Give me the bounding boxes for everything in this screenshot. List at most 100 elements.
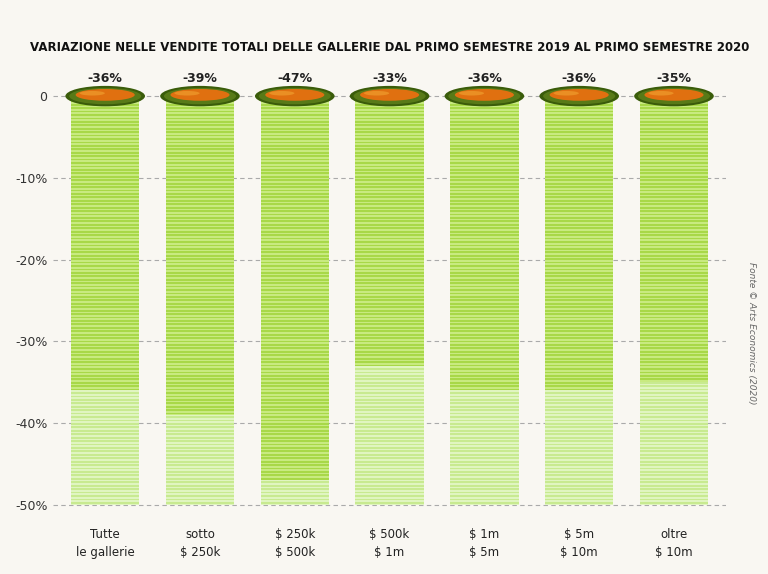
Bar (166, 364, 234, 366)
Bar (71, 186, 139, 188)
Bar (450, 125, 518, 126)
Bar (260, 492, 329, 494)
Bar (640, 324, 708, 325)
Bar (545, 444, 614, 445)
Bar (545, 395, 614, 397)
Bar (450, 437, 518, 439)
Bar (166, 189, 234, 191)
Bar (260, 478, 329, 480)
Bar (71, 390, 139, 505)
Bar (640, 437, 708, 439)
Bar (71, 282, 139, 284)
Bar (166, 354, 234, 356)
Bar (260, 248, 329, 250)
Bar (166, 138, 234, 140)
Bar (640, 492, 708, 494)
Bar (450, 114, 518, 116)
Bar (260, 107, 329, 109)
Bar (640, 313, 708, 315)
Bar (166, 158, 234, 161)
Ellipse shape (270, 91, 294, 95)
Bar (640, 502, 708, 504)
Bar (640, 385, 708, 387)
Bar (260, 231, 329, 232)
Bar (640, 189, 708, 191)
Bar (260, 200, 329, 201)
Bar (450, 220, 518, 222)
Bar (71, 203, 139, 205)
Bar (71, 172, 139, 174)
Bar (166, 279, 234, 281)
Bar (166, 402, 234, 404)
Bar (450, 440, 518, 442)
Bar (260, 210, 329, 212)
Bar (71, 248, 139, 250)
Bar (640, 344, 708, 346)
Bar (545, 169, 614, 171)
Bar (640, 440, 708, 442)
Bar (450, 296, 518, 298)
Bar (640, 251, 708, 253)
Bar (640, 186, 708, 188)
Bar (71, 375, 139, 377)
Bar (640, 172, 708, 174)
Bar (545, 286, 614, 288)
Bar (356, 207, 424, 208)
Bar (356, 371, 424, 373)
Bar (166, 265, 234, 267)
Bar (260, 142, 329, 144)
Bar (450, 478, 518, 480)
Bar (640, 220, 708, 222)
Bar (166, 392, 234, 394)
Bar (450, 172, 518, 174)
Bar (450, 390, 518, 505)
Bar (71, 135, 139, 137)
Bar (356, 300, 424, 301)
Bar (640, 234, 708, 236)
Bar (545, 368, 614, 370)
Bar (545, 158, 614, 161)
Bar (450, 416, 518, 418)
Bar (640, 371, 708, 373)
Bar (260, 451, 329, 452)
Bar (71, 104, 139, 106)
Bar (166, 416, 234, 418)
Bar (545, 482, 614, 483)
Bar (640, 262, 708, 263)
Bar (71, 131, 139, 133)
Bar (356, 279, 424, 281)
Bar (450, 121, 518, 123)
Bar (356, 399, 424, 401)
Bar (356, 255, 424, 257)
Bar (260, 354, 329, 356)
Bar (166, 104, 234, 106)
Bar (356, 440, 424, 442)
Bar (450, 97, 518, 99)
Bar (260, 97, 329, 99)
Bar (166, 468, 234, 470)
Bar (640, 149, 708, 150)
Bar (260, 440, 329, 442)
Bar (71, 227, 139, 229)
Bar (71, 258, 139, 260)
Bar (260, 217, 329, 219)
Bar (71, 262, 139, 263)
Bar (260, 149, 329, 150)
Ellipse shape (353, 88, 425, 104)
Bar (640, 337, 708, 339)
Bar (166, 333, 234, 336)
Bar (260, 454, 329, 456)
Bar (545, 207, 614, 208)
Bar (545, 186, 614, 188)
Bar (356, 382, 424, 383)
Bar (166, 100, 234, 102)
Bar (545, 121, 614, 123)
Bar (545, 475, 614, 476)
Bar (356, 128, 424, 130)
Title: VARIAZIONE NELLE VENDITE TOTALI DELLE GALLERIE DAL PRIMO SEMESTRE 2019 AL PRIMO : VARIAZIONE NELLE VENDITE TOTALI DELLE GA… (30, 41, 750, 54)
Bar (640, 420, 708, 421)
Bar (356, 183, 424, 184)
Bar (356, 231, 424, 232)
Bar (450, 282, 518, 284)
Bar (356, 155, 424, 157)
